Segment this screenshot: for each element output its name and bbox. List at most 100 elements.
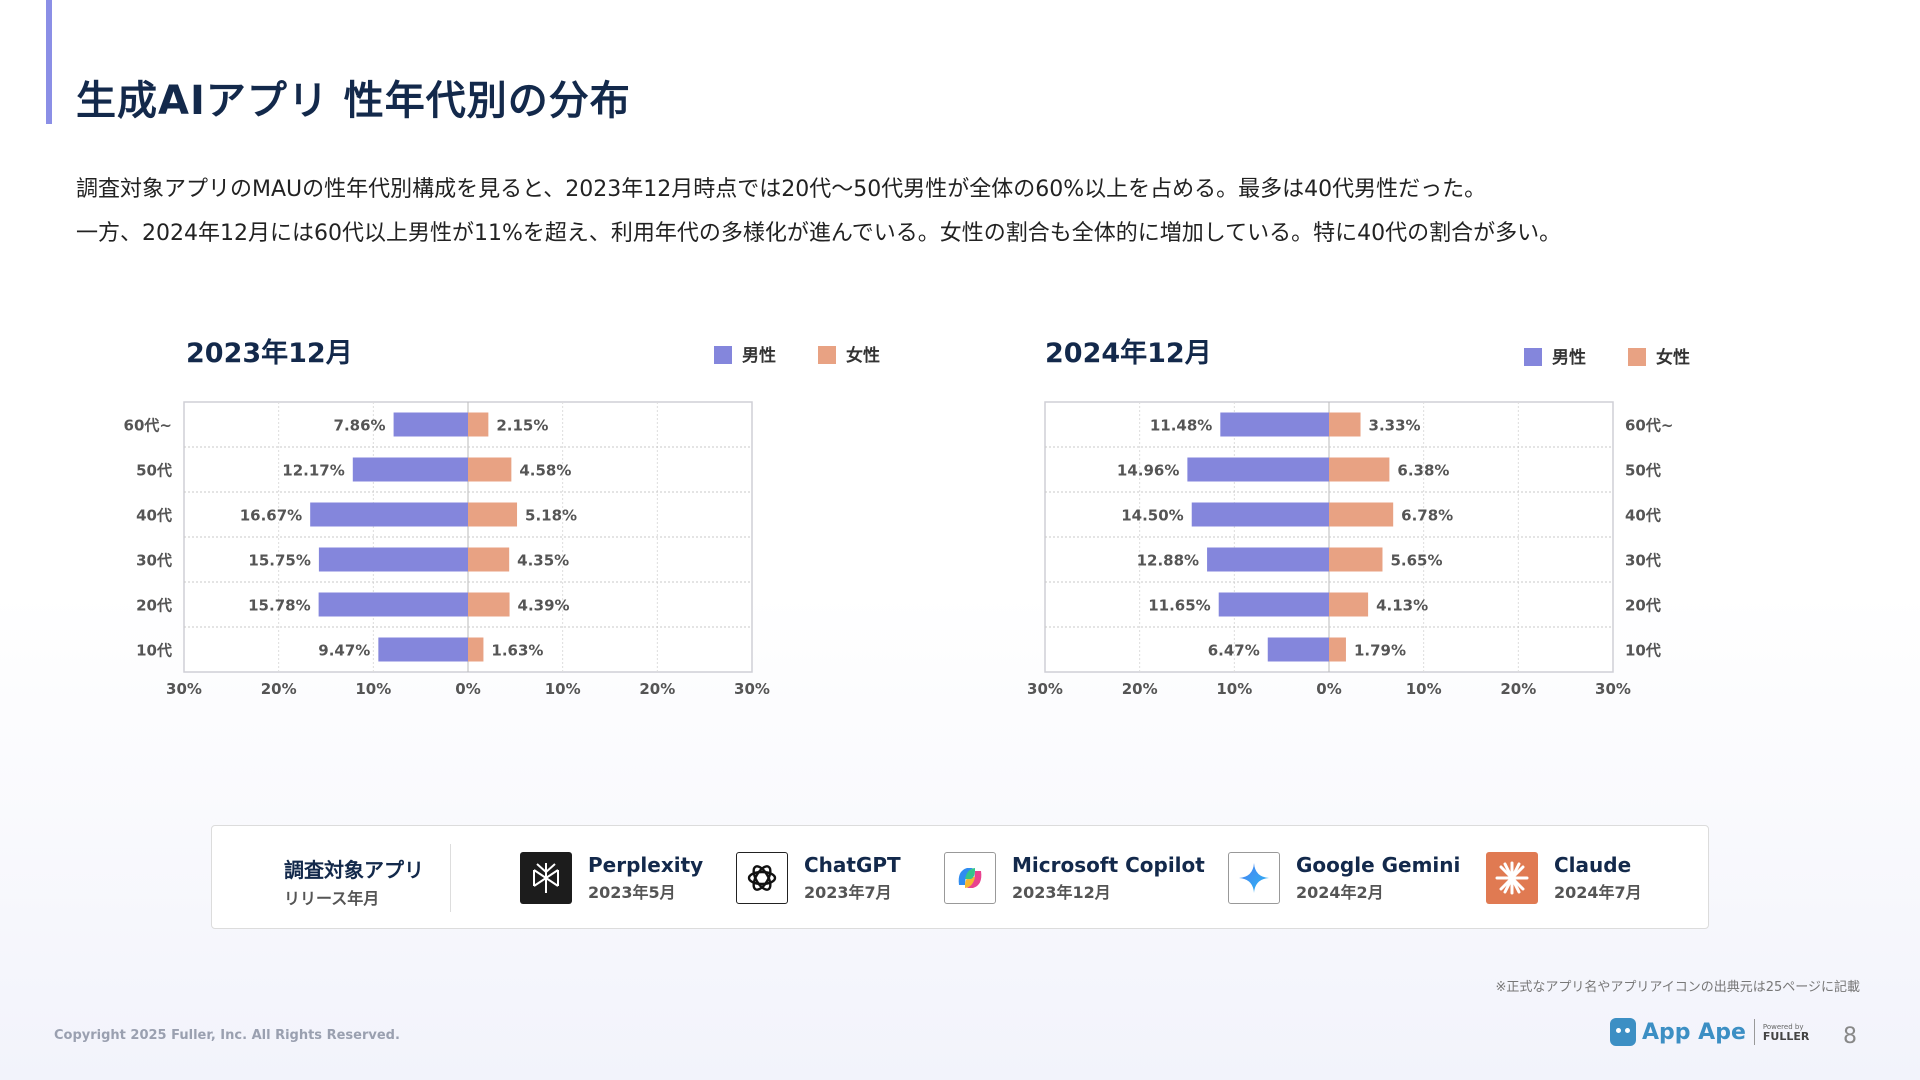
description-line-1: 調査対象アプリのMAUの性年代別構成を見ると、2023年12月時点では20代〜5… (76, 177, 1487, 202)
bar-male (1267, 637, 1329, 662)
bar-female (1329, 502, 1394, 527)
chatgpt-icon (736, 852, 788, 904)
chart-title: 2023年12月 (186, 337, 353, 369)
gemini-icon (1228, 852, 1280, 904)
data-label-male: 14.96% (1117, 462, 1179, 480)
data-label-female: 4.58% (519, 462, 571, 480)
data-label-male: 12.88% (1137, 552, 1199, 570)
target-apps-subtitle: リリース年月 (284, 889, 380, 908)
app-release-date: 2024年2月 (1296, 883, 1384, 902)
data-label-male: 9.47% (318, 642, 370, 660)
source-note: ※正式なアプリ名やアプリアイコンの出典元は25ページに記載 (1495, 980, 1860, 995)
bar-female (468, 457, 512, 482)
bar-female (1329, 457, 1390, 482)
bar-female (468, 502, 518, 527)
data-label-female: 1.63% (491, 642, 543, 660)
legend-swatch-male (714, 346, 732, 364)
app-item-copilot: Microsoft Copilot 2023年12月 (944, 852, 1205, 904)
app-ape-logo: App Ape Powered by FULLER (1610, 1018, 1809, 1046)
category-label: 20代 (136, 597, 172, 615)
data-label-male: 6.47% (1208, 642, 1260, 660)
bar-female (1329, 412, 1361, 437)
legend-label-male: 男性 (1552, 347, 1586, 368)
bar-male (1220, 412, 1329, 437)
app-release-date: 2023年7月 (804, 883, 892, 902)
data-label-male: 11.48% (1150, 417, 1212, 435)
bar-male (1191, 502, 1329, 527)
app-name: Perplexity (588, 853, 704, 877)
data-label-male: 12.17% (282, 462, 344, 480)
category-label: 30代 (1625, 552, 1661, 570)
bar-male (1218, 592, 1329, 617)
app-item-chatgpt: ChatGPT 2023年7月 (736, 852, 901, 904)
bar-male (1187, 457, 1329, 482)
data-label-male: 15.78% (248, 597, 310, 615)
powered-by: Powered by (1762, 1023, 1804, 1031)
x-tick-label: 10% (355, 680, 391, 698)
x-tick-label: 0% (455, 680, 480, 698)
target-apps-heading: 調査対象アプリ リリース年月 (284, 854, 424, 909)
chart-title: 2024年12月 (1045, 337, 1212, 369)
chart-2023-12-svg: 2023年12月 男性 女性 30% 20% 10% 0% 10% 20% 30% 60代~ 7.86… (124, 337, 880, 698)
bar-male (352, 457, 468, 482)
data-label-female: 1.79% (1354, 642, 1406, 660)
data-label-female: 5.65% (1390, 552, 1442, 570)
x-tick-label: 30% (734, 680, 770, 698)
x-tick-label: 30% (166, 680, 202, 698)
x-tick-label: 20% (639, 680, 675, 698)
category-label: 60代~ (124, 417, 172, 435)
x-tick-label: 10% (1406, 680, 1442, 698)
x-tick-label: 0% (1316, 680, 1341, 698)
bar-female (1329, 592, 1369, 617)
legend-label-female: 女性 (846, 345, 880, 366)
app-release-date: 2023年5月 (588, 883, 676, 902)
category-label: 50代 (136, 462, 172, 480)
logo-divider (1753, 1019, 1755, 1045)
title-accent-bar (46, 0, 52, 124)
bar-male (1207, 547, 1329, 572)
x-tick-label: 30% (1027, 680, 1063, 698)
bar-female (468, 592, 510, 617)
app-release-date: 2023年12月 (1012, 883, 1111, 902)
app-name: Claude (1554, 853, 1632, 877)
legend-label-female: 女性 (1656, 347, 1690, 368)
data-label-male: 11.65% (1148, 597, 1210, 615)
bar-male (310, 502, 468, 527)
legend-swatch-male (1524, 348, 1542, 366)
x-tick-label: 20% (261, 680, 297, 698)
description-line-2: 一方、2024年12月には60代以上男性が11%を超え、利用年代の多様化が進んで… (76, 221, 1562, 246)
description: 調査対象アプリのMAUの性年代別構成を見ると、2023年12月時点では20代〜5… (76, 168, 1561, 256)
app-name: Google Gemini (1296, 853, 1461, 877)
fuller-text: FULLER (1762, 1030, 1810, 1043)
bar-female (1329, 547, 1383, 572)
claude-icon (1486, 852, 1538, 904)
bar-female (468, 547, 510, 572)
fuller-logo: Powered by FULLER (1763, 1022, 1809, 1042)
x-tick-label: 20% (1122, 680, 1158, 698)
target-apps-panel: 調査対象アプリ リリース年月 Perplexity 2023年5月 ChatGP… (211, 825, 1709, 929)
logo-text: App Ape (1642, 1019, 1746, 1045)
category-label: 40代 (1625, 507, 1661, 525)
bar-male (318, 592, 468, 617)
target-apps-title: 調査対象アプリ (284, 858, 424, 882)
legend-swatch-female (818, 346, 836, 364)
category-label: 30代 (136, 552, 172, 570)
app-name: Microsoft Copilot (1012, 853, 1205, 877)
chart-2023-12: 2023年12月 男性 女性 30% 20% 10% 0% 10% 20% 30% 60代~ 7.86… (110, 330, 1010, 770)
perplexity-icon (520, 852, 572, 904)
data-label-male: 16.67% (240, 507, 302, 525)
divider (450, 844, 451, 912)
page-title: 生成AIアプリ 性年代別の分布 (76, 78, 631, 124)
legend-label-male: 男性 (742, 345, 776, 366)
bar-female (468, 637, 484, 662)
app-item-perplexity: Perplexity 2023年5月 (520, 852, 703, 904)
page-number: 8 (1843, 1024, 1857, 1049)
data-label-male: 15.75% (248, 552, 310, 570)
bar-female (468, 412, 489, 437)
copilot-icon (944, 852, 996, 904)
category-label: 40代 (136, 507, 172, 525)
data-label-female: 4.39% (518, 597, 570, 615)
x-tick-label: 30% (1595, 680, 1631, 698)
bar-female (1329, 637, 1346, 662)
data-label-male: 7.86% (334, 417, 386, 435)
